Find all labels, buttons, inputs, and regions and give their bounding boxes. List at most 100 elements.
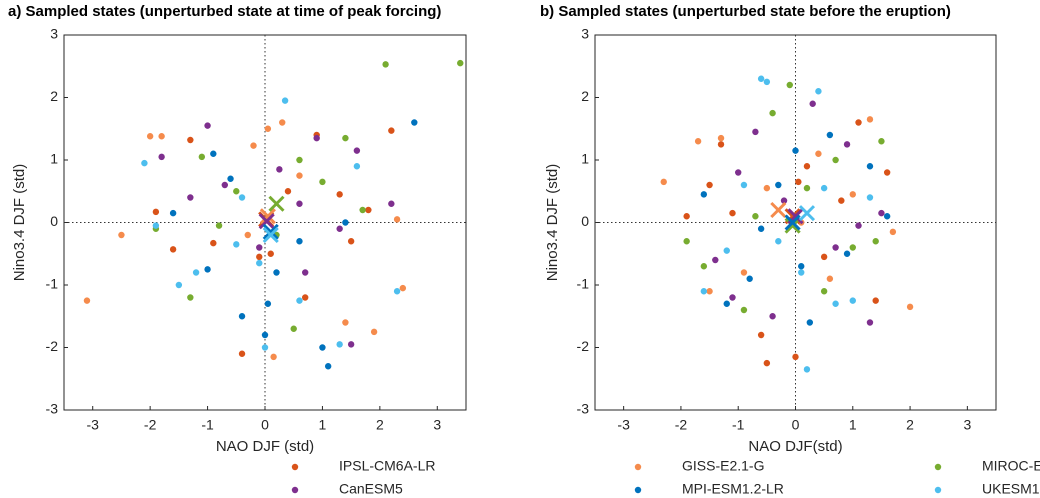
point (388, 127, 395, 134)
point (712, 256, 719, 264)
y-tick-label: 0 (50, 213, 58, 229)
point (795, 178, 802, 186)
point (198, 153, 206, 161)
legend-label: CanESM5 (339, 481, 403, 497)
point (192, 269, 200, 276)
legend-label: IPSL-CM6A-LR (339, 458, 435, 474)
point (158, 133, 165, 140)
x-axis-label: NAO DJF(std) (748, 438, 842, 455)
point (250, 142, 257, 149)
point (324, 363, 332, 370)
mean-cross (262, 223, 279, 240)
point (723, 247, 730, 254)
point (233, 241, 240, 248)
point (296, 200, 303, 207)
point (906, 303, 914, 311)
point (815, 88, 822, 95)
point (353, 147, 361, 154)
point (872, 297, 879, 304)
y-tick-label: -2 (46, 338, 59, 354)
point (855, 222, 862, 229)
point (826, 275, 834, 282)
point (683, 238, 690, 245)
point (832, 156, 839, 164)
point (284, 188, 292, 195)
point (342, 319, 349, 326)
point (215, 222, 223, 229)
point (336, 341, 343, 348)
mean-cross (259, 208, 276, 225)
point (694, 138, 702, 145)
point (740, 269, 748, 276)
point (210, 239, 217, 247)
point (826, 131, 834, 139)
x-tick-label: -2 (144, 417, 157, 433)
point (302, 269, 309, 276)
point (763, 78, 771, 86)
point (706, 181, 713, 189)
point (370, 328, 378, 336)
point (735, 169, 742, 176)
point (296, 172, 303, 179)
mean-marker (262, 226, 279, 244)
point (803, 163, 811, 170)
point (359, 206, 366, 214)
x-axis-label: NAO DJF (std) (216, 438, 314, 455)
point (313, 134, 320, 142)
y-tick-label: -3 (577, 401, 590, 417)
point (746, 275, 753, 282)
point (270, 353, 277, 361)
point (233, 188, 240, 195)
point (849, 191, 856, 198)
point (388, 200, 395, 207)
mean-marker (784, 217, 801, 234)
point (187, 194, 194, 201)
point (883, 213, 891, 220)
point (792, 147, 799, 154)
point (244, 231, 251, 239)
x-tick-label: 3 (433, 417, 441, 433)
point (276, 166, 283, 173)
point (411, 119, 418, 126)
y-tick-label: 1 (581, 151, 589, 167)
point (238, 194, 246, 201)
point (221, 181, 228, 189)
point (152, 222, 160, 229)
y-tick-label: -1 (577, 276, 590, 292)
point (855, 119, 862, 126)
point (729, 209, 736, 217)
mean-cross (770, 201, 787, 219)
point (832, 300, 839, 307)
point (146, 133, 154, 140)
point (336, 225, 343, 232)
y-tick-label: -3 (46, 401, 59, 417)
point (723, 300, 730, 307)
point (204, 122, 211, 129)
point (302, 294, 309, 301)
point (757, 75, 765, 82)
point (763, 184, 771, 192)
point (838, 197, 845, 204)
point (889, 228, 897, 236)
x-tick-label: -3 (86, 417, 99, 433)
point (872, 238, 879, 245)
point (740, 181, 748, 189)
point (866, 116, 874, 123)
point (264, 300, 272, 307)
x-tick-label: 2 (906, 417, 914, 433)
point (683, 213, 690, 220)
point (878, 209, 885, 217)
point (878, 138, 885, 145)
legend-marker (634, 463, 642, 471)
legend-marker (634, 486, 642, 494)
point (210, 150, 217, 157)
mean-cross (784, 214, 801, 231)
point (729, 294, 736, 301)
mean-cross (268, 195, 285, 212)
y-axis-label: Nino3.4 DJF (std) (11, 164, 28, 282)
point (820, 253, 828, 261)
point (786, 81, 793, 89)
point (849, 244, 856, 251)
x-tick-label: 3 (963, 417, 971, 433)
point (820, 288, 828, 295)
